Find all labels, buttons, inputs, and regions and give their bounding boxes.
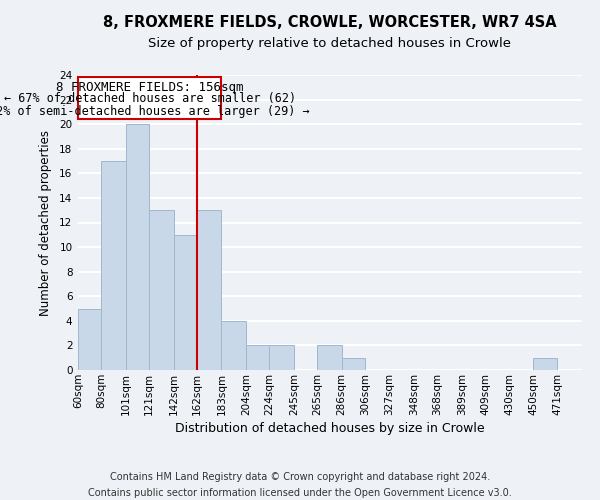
Bar bbox=[126, 124, 149, 370]
Bar bbox=[341, 358, 365, 370]
Y-axis label: Number of detached properties: Number of detached properties bbox=[39, 130, 52, 316]
Bar bbox=[149, 210, 173, 370]
Bar bbox=[197, 210, 221, 370]
Bar bbox=[78, 308, 101, 370]
Text: Contains public sector information licensed under the Open Government Licence v3: Contains public sector information licen… bbox=[88, 488, 512, 498]
Bar bbox=[246, 346, 269, 370]
Text: Size of property relative to detached houses in Crowle: Size of property relative to detached ho… bbox=[149, 38, 511, 51]
Text: ← 67% of detached houses are smaller (62): ← 67% of detached houses are smaller (62… bbox=[4, 92, 296, 105]
Bar bbox=[221, 321, 246, 370]
X-axis label: Distribution of detached houses by size in Crowle: Distribution of detached houses by size … bbox=[175, 422, 485, 435]
Bar bbox=[173, 235, 197, 370]
Text: 8, FROXMERE FIELDS, CROWLE, WORCESTER, WR7 4SA: 8, FROXMERE FIELDS, CROWLE, WORCESTER, W… bbox=[103, 15, 557, 30]
FancyBboxPatch shape bbox=[78, 78, 221, 119]
Bar bbox=[317, 346, 341, 370]
Bar bbox=[533, 358, 557, 370]
Bar bbox=[101, 161, 126, 370]
Text: 32% of semi-detached houses are larger (29) →: 32% of semi-detached houses are larger (… bbox=[0, 105, 310, 118]
Bar bbox=[269, 346, 294, 370]
Text: Contains HM Land Registry data © Crown copyright and database right 2024.: Contains HM Land Registry data © Crown c… bbox=[110, 472, 490, 482]
Text: 8 FROXMERE FIELDS: 156sqm: 8 FROXMERE FIELDS: 156sqm bbox=[56, 81, 244, 94]
